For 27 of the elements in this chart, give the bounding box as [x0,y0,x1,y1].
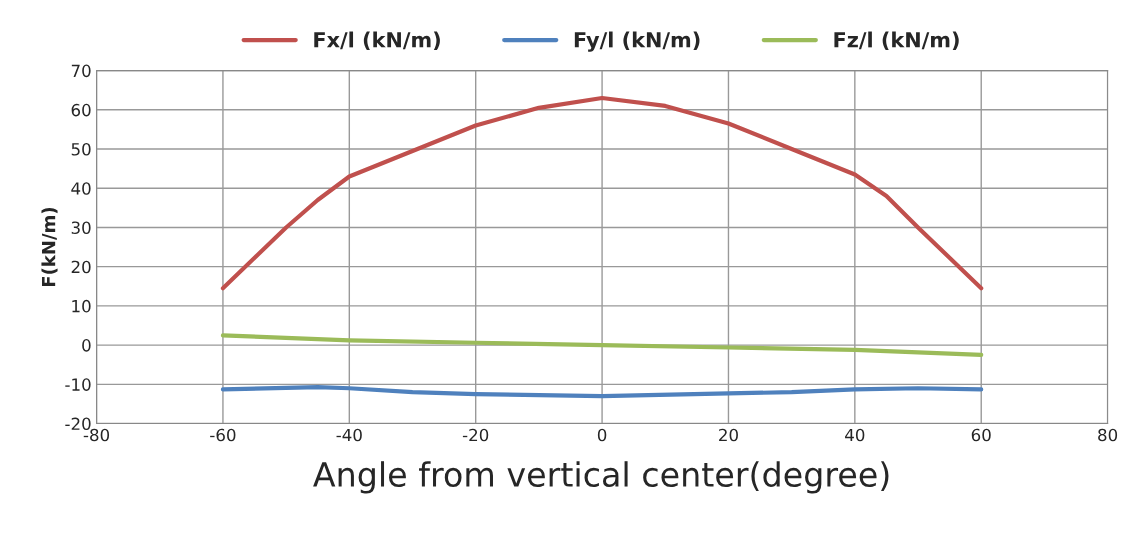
y-axis-title: F(kN/m) [41,207,58,287]
y-tick-label: -10 [65,378,91,391]
x-tick-label: -60 [210,428,236,442]
line-series [220,333,984,357]
line-series [220,95,984,291]
y-tick-label: 30 [71,221,91,235]
y-tick-label: 0 [82,339,91,352]
legend-label: Fy/l (kN/m) [574,31,700,52]
x-tick-label: -20 [462,428,489,442]
y-tick-label: 20 [71,260,91,274]
legend-label: Fx/l (kN/m) [314,31,440,51]
x-tick-label: 60 [971,428,991,442]
legend-label: Fz/l (kN/m) [834,31,959,51]
y-tick-label: 60 [71,103,91,117]
y-tick-label: -20 [65,417,91,431]
y-tick-label: 70 [71,64,91,78]
x-axis-title: Angle from vertical center(degree) [313,461,889,494]
x-tick-label: 40 [845,428,865,442]
line-series [220,384,984,399]
x-tick-label: -40 [336,428,362,442]
y-tick-label: 40 [71,182,91,195]
x-tick-label: 0 [597,428,607,442]
x-tick-label: 80 [1098,428,1118,442]
x-tick-label: -80 [83,428,110,442]
y-tick-label: 10 [72,299,91,313]
y-tick-label: 50 [71,142,91,156]
x-tick-label: 20 [719,428,738,442]
